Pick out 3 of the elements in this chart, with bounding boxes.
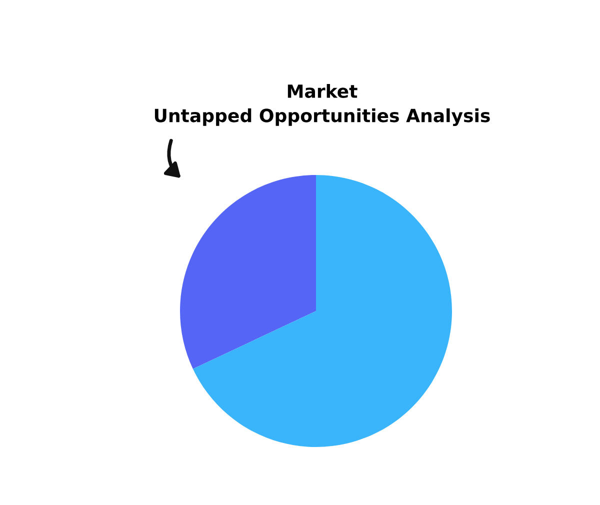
pie-slice <box>192 175 452 447</box>
chart-title: Market Untapped Opportunities Analysis <box>154 84 490 126</box>
pie-slice <box>180 175 316 369</box>
